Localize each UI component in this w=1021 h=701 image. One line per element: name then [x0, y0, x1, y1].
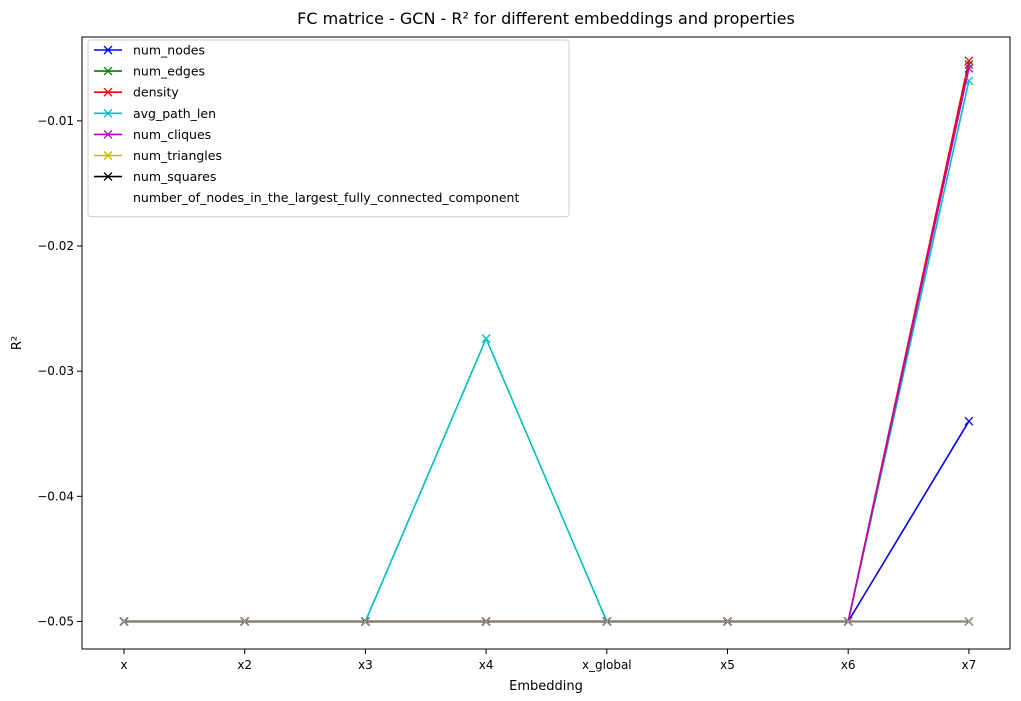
- x-axis-label: Embedding: [509, 679, 583, 694]
- y-tick-label-4: −0.01: [37, 114, 74, 128]
- x-tick-label-x4: x4: [479, 658, 494, 672]
- axes: x x2 x3 x4 x_global x5 x6 x7 −0.05 −0.04 −0.03 −0.0…: [37, 36, 1011, 672]
- data-point-density-x7: [964, 56, 974, 66]
- x-tick-label-x7: x7: [962, 658, 977, 672]
- y-tick-label-1: −0.04: [37, 489, 74, 503]
- data-point-number_of_nodes_in_the_largest_fully_connected_component-x: [119, 617, 129, 626]
- data-point-number_of_nodes_in_the_largest_fully_connected_component-x5: [723, 617, 732, 626]
- legend-label-number_of_nodes_in_the_largest_fully_connected_component: number_of_nodes_in_the_largest_fully_con…: [133, 190, 519, 205]
- y-axis-label: R²: [10, 336, 25, 350]
- data-point-number_of_nodes_in_the_largest_fully_connected_component-x6: [843, 617, 853, 626]
- legend-label-num_squares: num_squares: [133, 169, 216, 184]
- legend-marker-num_squares: [103, 172, 113, 182]
- legend-label-num_edges: num_edges: [133, 64, 205, 79]
- chart-title: FC matrice - GCN - R² for different embe…: [297, 9, 795, 28]
- x-tick-label-x5: x5: [720, 658, 735, 672]
- y-tick-label-3: −0.02: [37, 239, 74, 253]
- legend-marker-number_of_nodes_in_the_largest_fully_connected_component: [103, 193, 113, 203]
- legend-label-density: density: [133, 85, 179, 100]
- data-point-avg_path_len-x4: [481, 334, 491, 344]
- data-point-num_nodes-x7: [964, 416, 974, 426]
- data-point-num_cliques-x7: [964, 63, 974, 73]
- legend-marker-num_nodes: [103, 45, 113, 55]
- legend-marker-num_cliques: [103, 129, 113, 139]
- legend-marker-density: [103, 87, 113, 97]
- legend-label-avg_path_len: avg_path_len: [133, 106, 216, 121]
- x-tick-label-x: x: [120, 658, 127, 672]
- y-tick-label-2: −0.03: [37, 364, 74, 378]
- data-point-number_of_nodes_in_the_largest_fully_connected_component-x4: [481, 617, 491, 626]
- data-point-number_of_nodes_in_the_largest_fully_connected_component-x_global: [602, 617, 612, 626]
- data-point-number_of_nodes_in_the_largest_fully_connected_component-x3: [361, 617, 370, 626]
- x-tick-label-x2: x2: [237, 658, 252, 672]
- series-line-num_nodes: [124, 420, 970, 623]
- x-tick-label-x3: x3: [358, 658, 373, 672]
- legend-box: [87, 39, 570, 218]
- plot-area: [119, 56, 974, 626]
- x-tick-label-x_global: x_global: [582, 658, 632, 672]
- plot-frame: [81, 36, 1011, 650]
- legend-marker-num_edges: [103, 66, 113, 76]
- legend-marker-avg_path_len: [103, 108, 113, 118]
- legend-label-num_cliques: num_cliques: [133, 127, 211, 142]
- legend-label-num_nodes: num_nodes: [133, 43, 205, 58]
- x-tick-label-x6: x6: [841, 658, 856, 672]
- data-point-number_of_nodes_in_the_largest_fully_connected_component-x2: [240, 617, 249, 626]
- legend-label-num_triangles: num_triangles: [133, 148, 222, 163]
- data-point-number_of_nodes_in_the_largest_fully_connected_component-x7: [964, 617, 974, 626]
- legend-marker-num_triangles: [103, 151, 113, 160]
- y-tick-label-0: −0.05: [37, 614, 74, 628]
